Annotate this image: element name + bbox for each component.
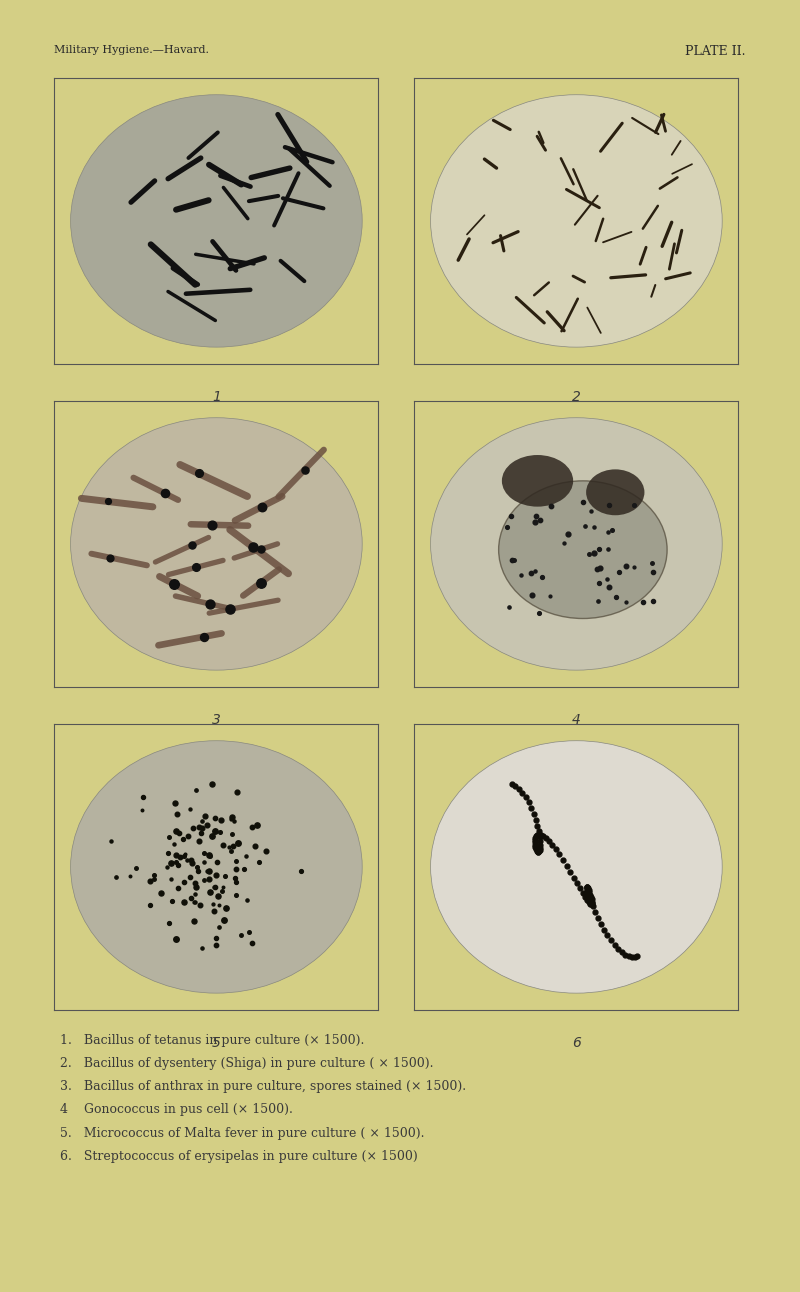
Text: 3.   Bacillus of anthrax in pure culture, spores stained (× 1500).: 3. Bacillus of anthrax in pure culture, … <box>60 1080 466 1093</box>
Ellipse shape <box>430 417 722 671</box>
Text: 1.   Bacillus of tetanus in pure culture (× 1500).: 1. Bacillus of tetanus in pure culture (… <box>60 1034 364 1047</box>
Ellipse shape <box>586 469 645 516</box>
Text: 5.   Micrococcus of Malta fever in pure culture ( × 1500).: 5. Micrococcus of Malta fever in pure cu… <box>60 1127 425 1140</box>
Ellipse shape <box>430 94 722 348</box>
Ellipse shape <box>70 417 362 671</box>
Text: 2: 2 <box>572 390 581 404</box>
Ellipse shape <box>70 94 362 348</box>
Ellipse shape <box>498 481 667 619</box>
Text: 1: 1 <box>212 390 221 404</box>
Text: 4: 4 <box>572 713 581 727</box>
Text: 3: 3 <box>212 713 221 727</box>
Ellipse shape <box>70 740 362 994</box>
Text: Military Hygiene.—Havard.: Military Hygiene.—Havard. <box>54 45 210 56</box>
Text: PLATE II.: PLATE II. <box>685 45 746 58</box>
Text: 4    Gonococcus in pus cell (× 1500).: 4 Gonococcus in pus cell (× 1500). <box>60 1103 293 1116</box>
Ellipse shape <box>430 740 722 994</box>
Text: 6.   Streptococcus of erysipelas in pure culture (× 1500): 6. Streptococcus of erysipelas in pure c… <box>60 1150 418 1163</box>
Text: 5: 5 <box>212 1036 221 1050</box>
Ellipse shape <box>502 455 573 506</box>
Text: 6: 6 <box>572 1036 581 1050</box>
Text: 2.   Bacillus of dysentery (Shiga) in pure culture ( × 1500).: 2. Bacillus of dysentery (Shiga) in pure… <box>60 1057 434 1070</box>
